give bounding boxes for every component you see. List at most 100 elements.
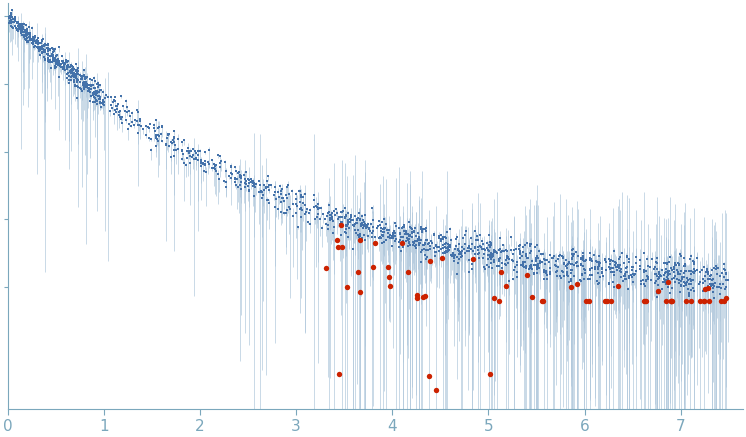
Point: [439, 234, 451, 241]
Point: [214, 152, 226, 159]
Point: [376, 231, 388, 238]
Point: [70, 71, 82, 78]
Point: [493, 255, 505, 262]
Point: [46, 51, 57, 58]
Point: [627, 278, 639, 285]
Point: [134, 115, 146, 122]
Point: [416, 229, 427, 236]
Point: [254, 177, 266, 184]
Point: [650, 277, 662, 284]
Point: [309, 197, 321, 204]
Point: [17, 25, 29, 32]
Point: [651, 273, 663, 280]
Point: [526, 294, 538, 301]
Point: [167, 136, 179, 143]
Point: [603, 280, 615, 287]
Point: [375, 240, 387, 247]
Point: [431, 243, 443, 250]
Point: [472, 244, 484, 251]
Point: [83, 84, 95, 91]
Point: [62, 62, 74, 69]
Point: [311, 204, 323, 211]
Point: [457, 235, 468, 242]
Point: [260, 185, 272, 192]
Point: [408, 228, 420, 235]
Point: [368, 263, 380, 270]
Point: [486, 264, 498, 271]
Point: [621, 253, 633, 260]
Point: [331, 236, 343, 243]
Point: [675, 267, 687, 274]
Point: [592, 264, 604, 271]
Point: [439, 240, 451, 247]
Point: [403, 236, 415, 243]
Point: [592, 280, 604, 287]
Point: [330, 211, 342, 218]
Point: [461, 247, 473, 254]
Point: [13, 24, 25, 31]
Point: [714, 281, 726, 288]
Point: [213, 176, 225, 183]
Point: [322, 222, 334, 229]
Point: [2, 13, 14, 20]
Point: [656, 266, 668, 273]
Point: [577, 255, 589, 262]
Point: [374, 234, 386, 241]
Point: [603, 264, 615, 271]
Point: [639, 297, 651, 304]
Point: [42, 45, 54, 52]
Point: [398, 224, 410, 231]
Point: [122, 125, 134, 132]
Point: [63, 77, 75, 84]
Point: [668, 266, 680, 273]
Point: [60, 70, 72, 77]
Point: [117, 102, 129, 109]
Point: [422, 241, 434, 248]
Point: [269, 184, 280, 191]
Point: [47, 57, 59, 64]
Point: [544, 268, 556, 275]
Point: [627, 271, 639, 277]
Point: [206, 157, 218, 164]
Point: [670, 261, 682, 268]
Point: [57, 59, 69, 66]
Point: [233, 184, 245, 191]
Point: [626, 264, 638, 271]
Point: [565, 284, 577, 291]
Point: [383, 273, 395, 280]
Point: [15, 25, 27, 32]
Point: [684, 267, 696, 274]
Point: [260, 183, 272, 190]
Point: [262, 196, 274, 203]
Point: [566, 267, 578, 274]
Point: [425, 237, 437, 244]
Point: [360, 225, 372, 232]
Point: [526, 265, 538, 272]
Point: [24, 30, 36, 37]
Point: [310, 215, 322, 222]
Point: [533, 255, 545, 262]
Point: [503, 277, 515, 284]
Point: [45, 47, 57, 54]
Point: [653, 275, 665, 282]
Point: [18, 20, 30, 27]
Point: [593, 262, 605, 269]
Point: [408, 239, 420, 246]
Point: [557, 254, 568, 261]
Point: [91, 87, 103, 94]
Point: [396, 239, 408, 246]
Point: [603, 280, 615, 287]
Point: [703, 285, 715, 292]
Point: [85, 85, 97, 92]
Point: [242, 182, 254, 189]
Point: [261, 196, 273, 203]
Point: [584, 276, 596, 283]
Point: [373, 234, 385, 241]
Point: [289, 201, 301, 208]
Point: [485, 242, 497, 249]
Point: [148, 125, 160, 132]
Point: [397, 233, 409, 240]
Point: [39, 40, 51, 47]
Point: [72, 70, 84, 77]
Point: [650, 259, 662, 266]
